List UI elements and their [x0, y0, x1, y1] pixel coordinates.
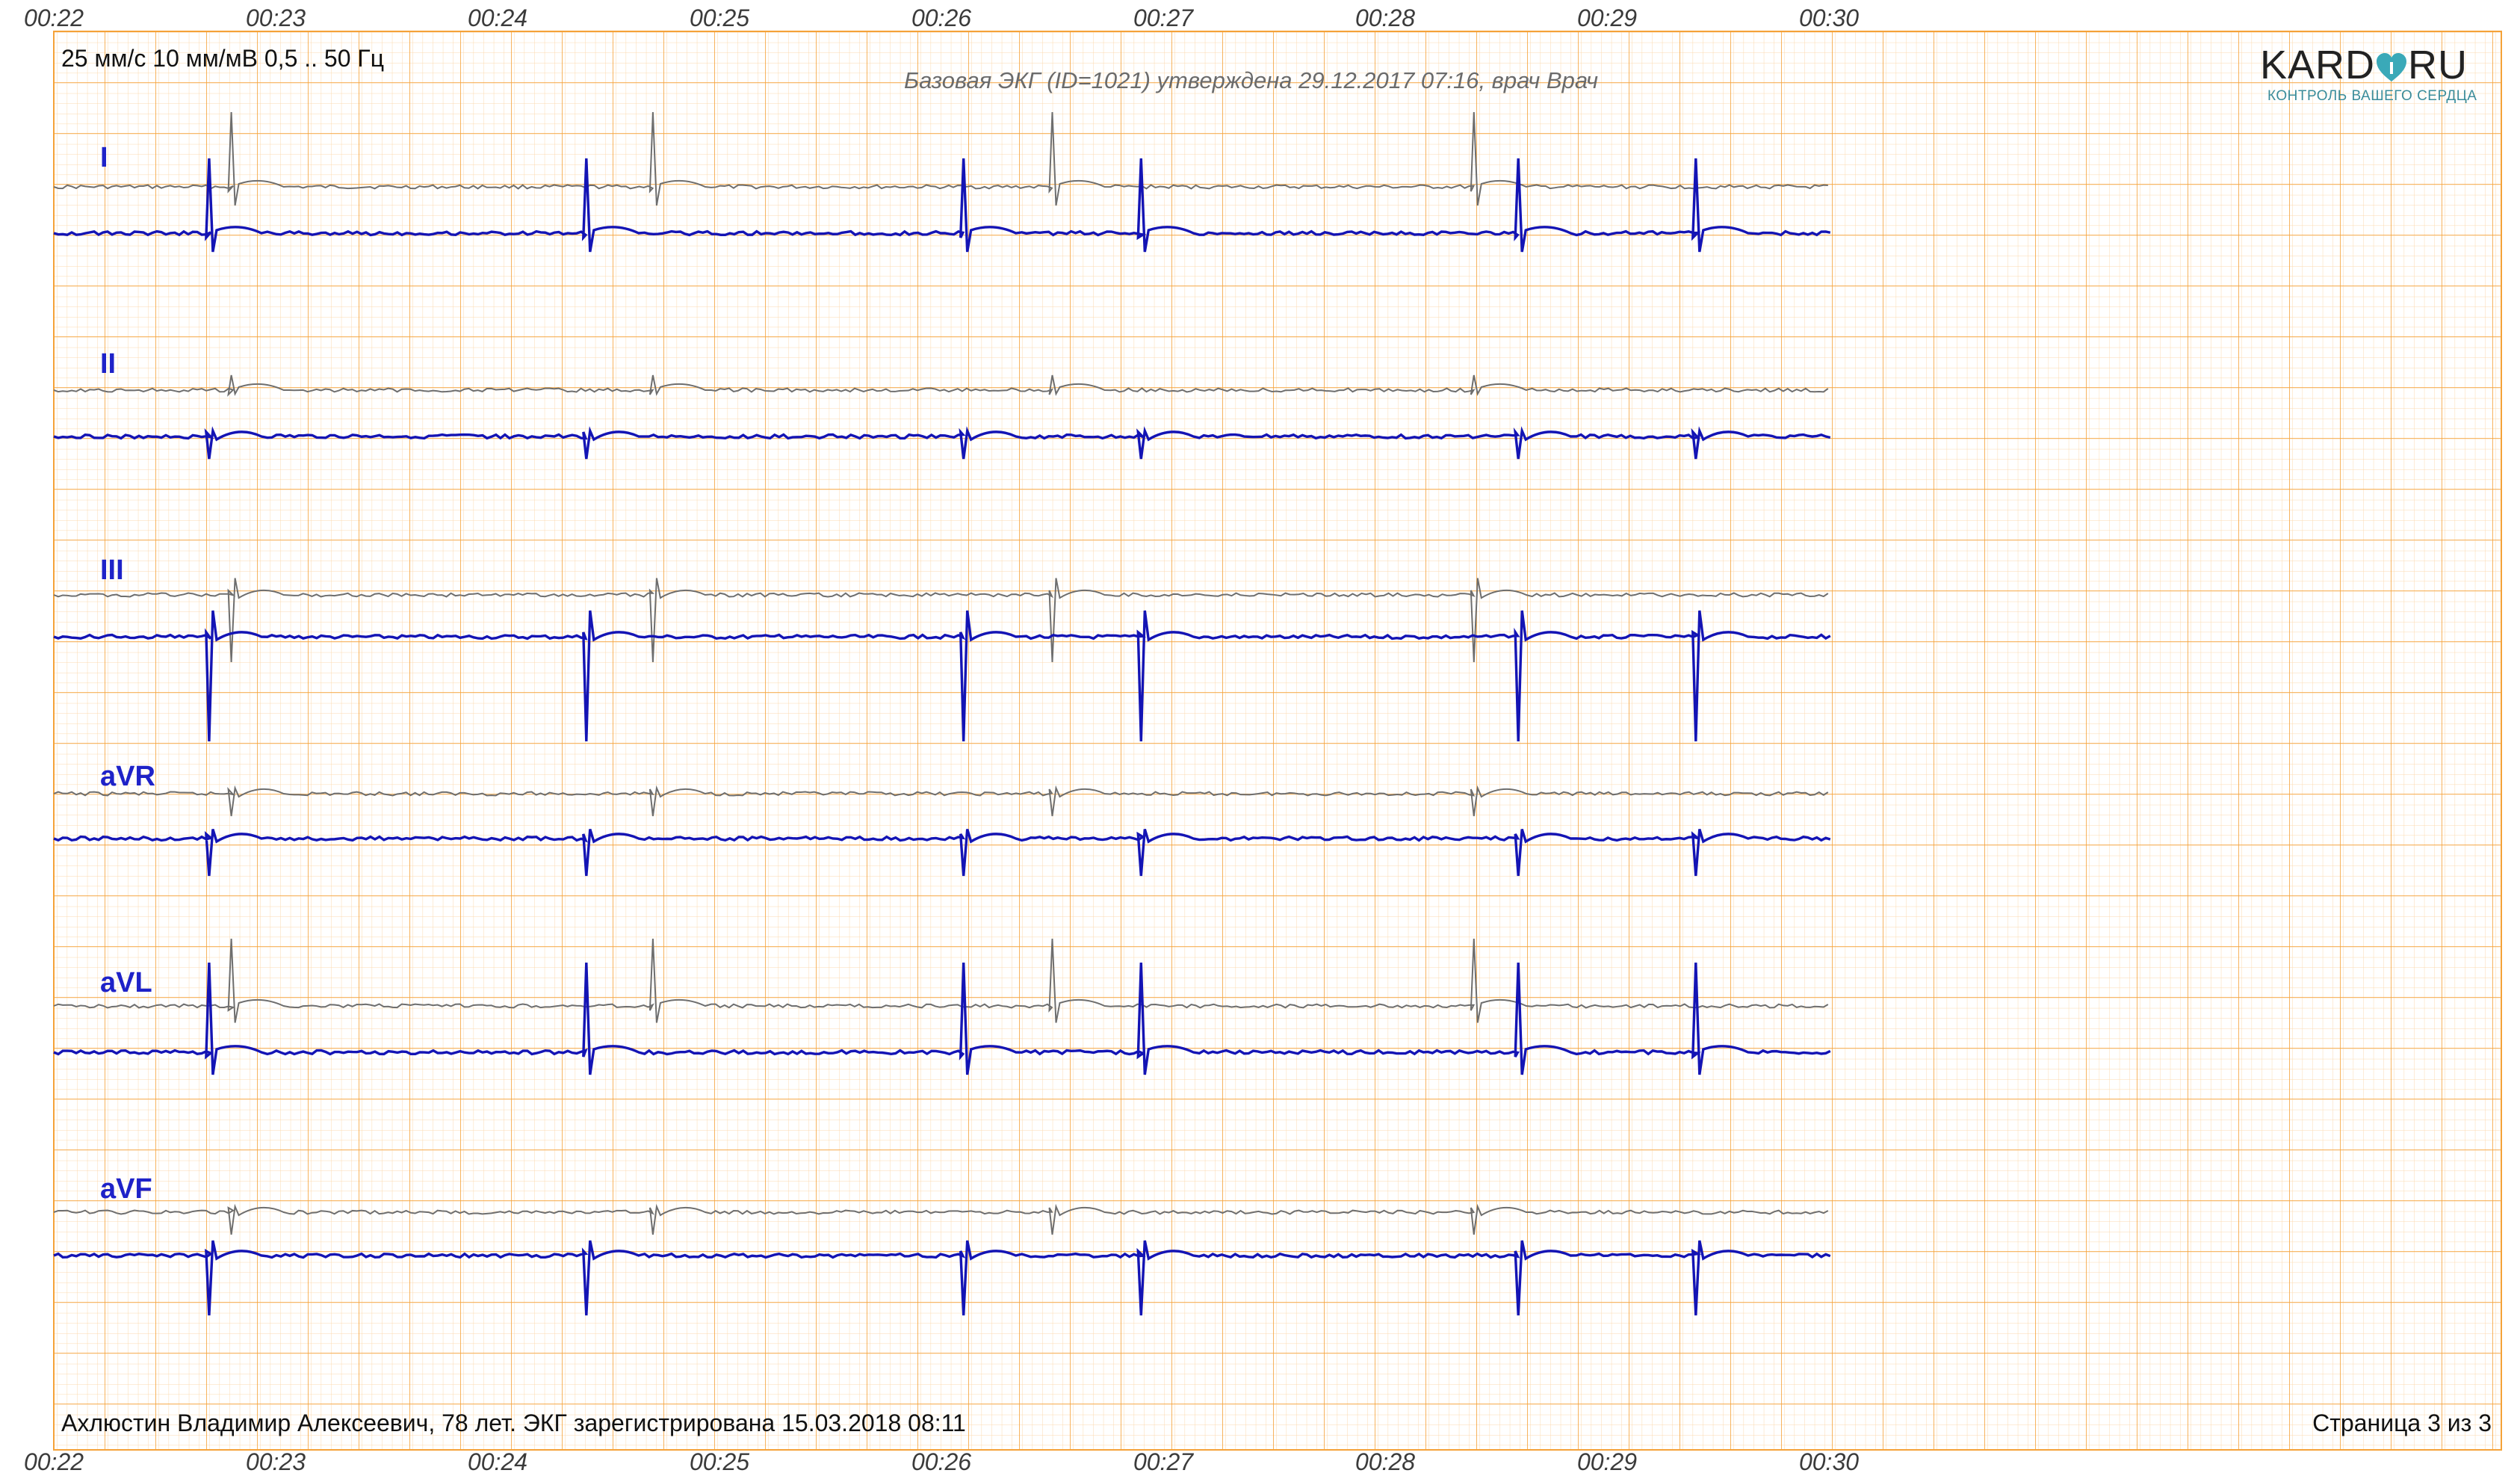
lead-label: aVF [100, 1173, 152, 1205]
heart-icon [2377, 52, 2407, 81]
page-number: Страница 3 из 3 [2312, 1410, 2492, 1436]
time-tick-label: 00:28 [1355, 4, 1416, 31]
logo-text-right: RU [2408, 43, 2468, 87]
recording-settings: 25 мм/с 10 мм/мВ 0,5 .. 50 Гц [61, 45, 385, 72]
time-tick-label: 00:25 [689, 4, 750, 31]
time-tick-label: 00:22 [23, 1448, 84, 1475]
time-tick-label: 00:29 [1576, 1448, 1638, 1475]
time-tick-label: 00:28 [1355, 1448, 1416, 1475]
time-tick-label: 00:23 [245, 4, 306, 31]
baseline-trace [53, 578, 1829, 663]
time-tick-label: 00:27 [1133, 1448, 1194, 1475]
baseline-trace [53, 1203, 1829, 1235]
current-trace [53, 158, 1831, 253]
time-tick-label: 00:26 [911, 1448, 972, 1475]
current-trace [53, 610, 1831, 742]
lead-label: I [100, 142, 108, 173]
time-tick-label: 00:29 [1576, 4, 1638, 31]
logo-text-left: KARD [2260, 43, 2376, 87]
lead-label: aVR [100, 761, 155, 792]
time-tick-label: 00:26 [911, 4, 972, 31]
lead-label: aVL [100, 967, 152, 998]
current-trace [53, 1240, 1831, 1316]
kardio-logo: KARD RU КОНТРОЛЬ ВАШЕГО СЕРДЦА [2260, 42, 2499, 109]
time-tick-label: 00:30 [1798, 4, 1860, 31]
current-trace [53, 962, 1831, 1075]
baseline-trace [53, 938, 1829, 1023]
lead-label: III [100, 555, 124, 586]
lead-label: II [100, 348, 117, 380]
baseline-note: Базовая ЭКГ (ID=1021) утверждена 29.12.2… [904, 67, 1599, 93]
time-tick-label: 00:27 [1133, 4, 1194, 31]
patient-info: Ахлюстин Владимир Алексеевич, 78 лет. ЭК… [61, 1410, 966, 1436]
baseline-trace [53, 111, 1828, 206]
time-tick-label: 00:24 [467, 4, 528, 31]
logo-tagline: КОНТРОЛЬ ВАШЕГО СЕРДЦА [2267, 88, 2477, 104]
time-tick-label: 00:24 [467, 1448, 528, 1475]
time-tick-label: 00:25 [689, 1448, 750, 1475]
ecg-traces [53, 111, 1831, 1316]
baseline-trace [53, 785, 1829, 817]
current-trace [53, 426, 1831, 460]
time-tick-label: 00:23 [245, 1448, 306, 1475]
ecg-grid [53, 31, 2502, 1451]
time-tick-label: 00:22 [23, 4, 84, 31]
current-trace [53, 829, 1831, 877]
time-tick-label: 00:30 [1798, 1448, 1860, 1475]
baseline-trace [53, 374, 1829, 397]
